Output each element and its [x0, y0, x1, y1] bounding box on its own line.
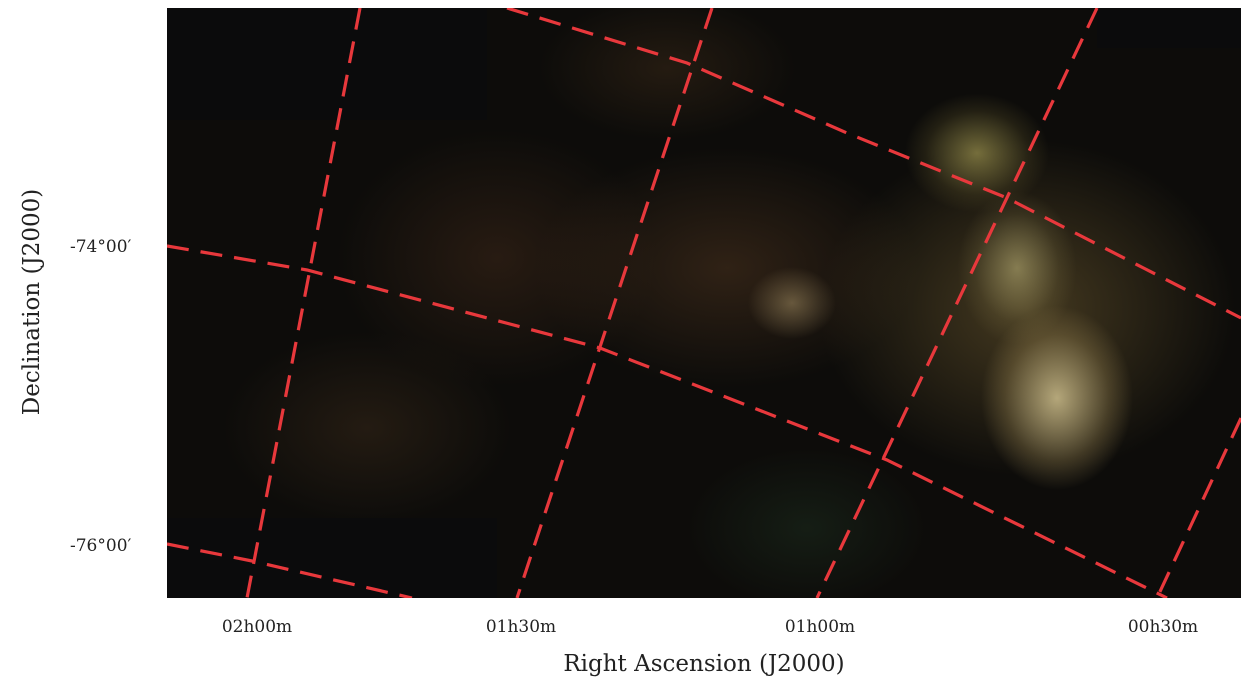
ra-tick-label: 01h00m — [784, 617, 856, 637]
x-axis-title: Right Ascension (J2000) — [563, 651, 845, 677]
dec-tick-label: -76°00′ — [70, 536, 132, 556]
grid-line-dec-76 — [167, 542, 413, 598]
ra-tick-label: 01h30m — [485, 617, 557, 637]
grid-line-dec-73 — [506, 8, 1241, 320]
coverage-gap-top-left — [167, 8, 487, 120]
grid-line-dec-74 — [167, 244, 1168, 598]
grid-line-ra-01h30m — [515, 8, 714, 598]
ra-tick-label: 02h00m — [221, 617, 293, 637]
ra-tick-label: 00h30m — [1127, 617, 1199, 637]
grid-line-ra-00h30m — [1155, 417, 1241, 598]
dec-tick-label: -74°00′ — [70, 237, 132, 257]
grid-line-ra-02h00m — [245, 8, 362, 598]
y-axis-title: Declination (J2000) — [19, 188, 45, 416]
coverage-gap-top-right — [1097, 8, 1241, 48]
coverage-gap-bottom-left — [167, 518, 497, 598]
sky-image — [167, 8, 1241, 598]
coordinate-grid — [167, 8, 1241, 598]
grid-line-ra-01h00m — [815, 8, 1099, 598]
